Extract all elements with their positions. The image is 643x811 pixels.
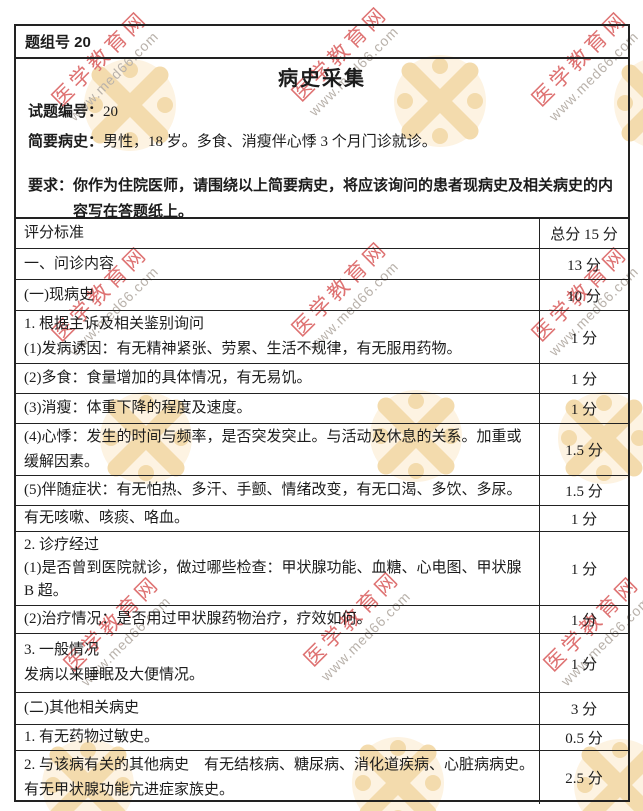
score-cell: 1 分 xyxy=(539,311,628,363)
criteria-cell: 2. 诊疗经过 (1)是否曾到医院就诊，做过哪些检查：甲状腺功能、血糖、心电图、… xyxy=(24,537,522,599)
page-title: 病史采集 xyxy=(278,68,366,90)
criteria-cell: 一、问诊内容 xyxy=(24,255,115,272)
score-cell: 1 分 xyxy=(539,606,628,633)
exam-sheet: 题组号 20 病史采集 试题编号：20 简要病史：男性，18 岁。多食、消瘦伴心… xyxy=(14,24,630,804)
score-cell: 1.5 分 xyxy=(539,424,628,475)
table-row: (3)消瘦：体重下降的程度及速度。 1 分 xyxy=(16,393,628,423)
brief-history-value: 男性，18 岁。多食、消瘦伴心悸 3 个月门诊就诊。 xyxy=(103,134,437,150)
exam-number-value: 20 xyxy=(103,104,119,120)
table-row: (2)多食：食量增加的具体情况，有无易饥。 1 分 xyxy=(16,363,628,393)
table-row: (5)伴随症状：有无怕热、多汗、手颤、情绪改变，有无口渴、多饮、多尿。 1.5 … xyxy=(16,475,628,505)
intro-section: 病史采集 试题编号：20 简要病史：男性，18 岁。多食、消瘦伴心悸 3 个月门… xyxy=(16,57,628,220)
criteria-cell: (4)心悸：发生的时间与频率，是否突发突止。与活动及休息的关系。加重或 缓解因素… xyxy=(24,428,522,470)
exam-number-line: 试题编号：20 xyxy=(28,101,616,123)
criteria-cell: (二)其他相关病史 xyxy=(24,700,139,716)
question-group-number: 题组号 20 xyxy=(25,34,91,51)
criteria-cell: (2)治疗情况：是否用过甲状腺药物治疗，疗效如何。 xyxy=(24,611,372,627)
total-score-cell: 总分 15 分 xyxy=(539,219,628,248)
score-cell: 0.5 分 xyxy=(539,725,628,750)
score-cell: 2.5 分 xyxy=(539,751,628,804)
score-cell: 1 分 xyxy=(539,634,628,692)
requirement-text: 你作为住院医师，请围绕以上简要病史，将应该询问的患者现病史及相关病史的内 容写在… xyxy=(73,177,614,220)
table-header-row: 评分标准 总分 15 分 xyxy=(16,217,628,248)
score-cell: 1 分 xyxy=(539,506,628,531)
criteria-cell: 有无咳嗽、咳痰、咯血。 xyxy=(24,510,190,526)
brief-history-line: 简要病史：男性，18 岁。多食、消瘦伴心悸 3 个月门诊就诊。 xyxy=(28,131,616,153)
table-row: 3. 一般情况 发病以来睡眠及大便情况。 1 分 xyxy=(16,633,628,692)
score-cell: 1 分 xyxy=(539,364,628,393)
score-cell: 1 分 xyxy=(539,394,628,423)
table-row: 一、问诊内容 13 分 xyxy=(16,248,628,279)
criteria-cell: 1. 根据主诉及相关鉴别询问 (1)发病诱因：有无精神紧张、劳累、生活不规律，有… xyxy=(24,316,462,357)
criteria-cell: (2)多食：食量增加的具体情况，有无易饥。 xyxy=(24,370,312,386)
table-row: (2)治疗情况：是否用过甲状腺药物治疗，疗效如何。 1 分 xyxy=(16,605,628,633)
requirement-block: 要求： 你作为住院医师，请围绕以上简要病史，将应该询问的患者现病史及相关病史的内… xyxy=(28,173,616,225)
table-row: 2. 诊疗经过 (1)是否曾到医院就诊，做过哪些检查：甲状腺功能、血糖、心电图、… xyxy=(16,531,628,605)
table-row: 有无咳嗽、咳痰、咯血。 1 分 xyxy=(16,505,628,531)
score-cell: 1.5 分 xyxy=(539,476,628,505)
criteria-header-cell: 评分标准 xyxy=(24,225,85,241)
criteria-cell: 1. 有无药物过敏史。 xyxy=(24,729,160,745)
criteria-cell: 3. 一般情况 发病以来睡眠及大便情况。 xyxy=(24,642,205,683)
criteria-cell: (3)消瘦：体重下降的程度及速度。 xyxy=(24,400,252,416)
table-row: (4)心悸：发生的时间与频率，是否突发突止。与活动及休息的关系。加重或 缓解因素… xyxy=(16,423,628,475)
table-row: (二)其他相关病史 3 分 xyxy=(16,692,628,724)
requirement-label: 要求： xyxy=(28,177,74,194)
score-cell: 10 分 xyxy=(539,280,628,310)
exam-number-label: 试题编号： xyxy=(28,103,104,120)
criteria-cell: 2. 与该病有关的其他病史 有无结核病、糖尿病、消化道疾病、心脏病病史。 有无甲… xyxy=(24,756,535,798)
table-row: 1. 有无药物过敏史。 0.5 分 xyxy=(16,724,628,750)
criteria-cell: (一)现病史 xyxy=(24,286,94,303)
score-cell: 13 分 xyxy=(539,249,628,279)
table-row: (一)现病史 10 分 xyxy=(16,279,628,310)
criteria-cell: (5)伴随症状：有无怕热、多汗、手颤、情绪改变，有无口渴、多饮、多尿。 xyxy=(24,482,522,498)
table-row: 1. 根据主诉及相关鉴别询问 (1)发病诱因：有无精神紧张、劳累、生活不规律，有… xyxy=(16,310,628,363)
score-cell: 1 分 xyxy=(539,532,628,605)
score-cell: 3 分 xyxy=(539,693,628,724)
table-row: 2. 与该病有关的其他病史 有无结核病、糖尿病、消化道疾病、心脏病病史。 有无甲… xyxy=(16,750,628,804)
brief-history-label: 简要病史： xyxy=(28,133,104,150)
